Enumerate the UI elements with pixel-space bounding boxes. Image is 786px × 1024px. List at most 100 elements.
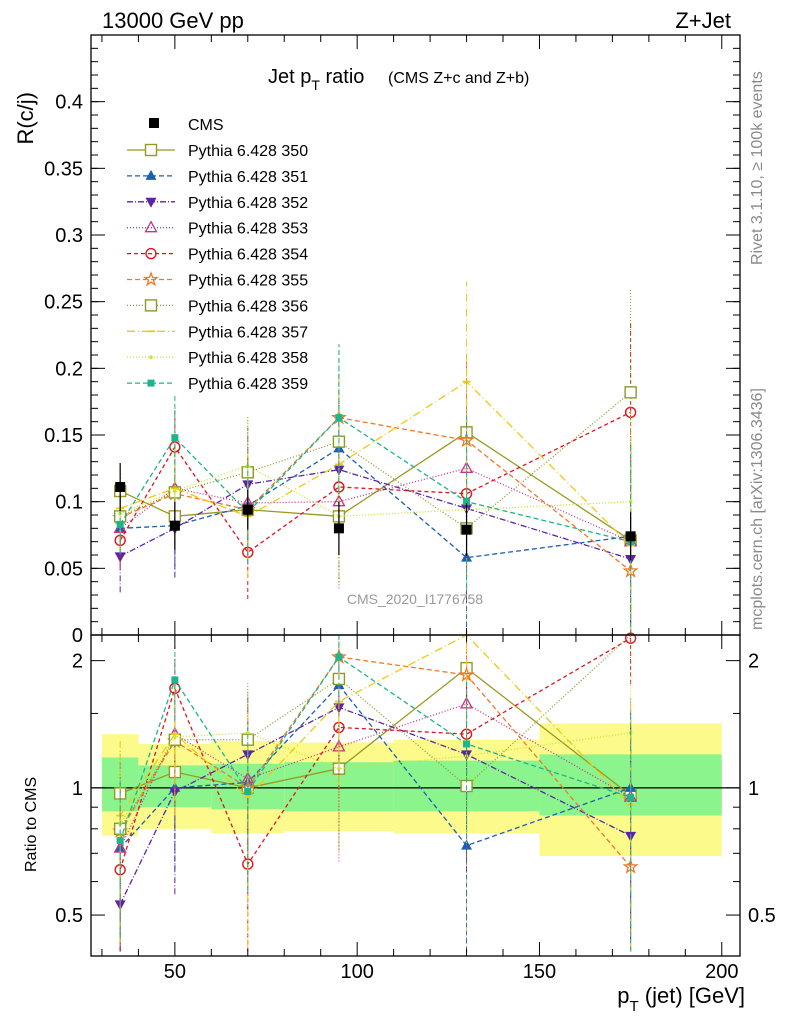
- ratio-line: [119, 634, 632, 830]
- ratio-line: [119, 656, 632, 868]
- legend-label: Pythia 6.428 357: [188, 324, 308, 341]
- legend-item-358: Pythia 6.428 358: [127, 350, 308, 367]
- legend-label: Pythia 6.428 356: [188, 298, 308, 315]
- ratio-series-layer: [112, 632, 639, 952]
- legend-item-cms: CMS: [149, 117, 224, 134]
- ratio-line: [119, 667, 632, 796]
- data-point: [463, 498, 471, 506]
- legend-marker: [145, 169, 157, 180]
- series-350: [113, 352, 637, 631]
- series-line: [119, 469, 631, 560]
- legend-item-355: Pythia 6.428 355: [127, 271, 308, 290]
- ratio-point: [171, 676, 179, 684]
- legend-marker: [144, 220, 158, 233]
- ratio-point: [116, 837, 124, 845]
- ratio-line: [119, 703, 631, 849]
- ratio-axes: 0.5 0.5 1 1 2 2 50 100 150 200: [55, 635, 776, 983]
- legend-item-351: Pythia 6.428 351: [127, 169, 308, 186]
- legend-label: Pythia 6.428 351: [188, 169, 308, 186]
- ratio-y-tick-label: 0.5: [55, 905, 83, 927]
- y-tick-label: 0.3: [55, 225, 83, 247]
- chart-title: Jet pT ratio: [268, 66, 364, 93]
- y-tick-label: 0.25: [44, 292, 83, 314]
- data-point: [242, 504, 253, 515]
- ratio-series-359: [116, 635, 635, 952]
- legend-label: CMS: [188, 117, 224, 134]
- legend: CMS Pythia 6.428 350 Pythia 6.428 351 Pythi…: [127, 117, 308, 393]
- side-label-bottom: mcplots.cern.ch [arXiv:1306.3436]: [749, 388, 766, 630]
- ratio-point: [335, 653, 343, 661]
- ratio-frame: [90, 634, 741, 957]
- series-line: [119, 431, 631, 541]
- ratio-line: [119, 684, 631, 849]
- legend-item-357: Pythia 6.428 357: [127, 324, 308, 341]
- legend-label: Pythia 6.428 354: [188, 247, 308, 264]
- legend-item-352: Pythia 6.428 352: [127, 195, 308, 212]
- ratio-ylabel: Ratio to CMS: [23, 777, 40, 872]
- x-tick-label: 200: [705, 961, 738, 983]
- legend-item-353: Pythia 6.428 353: [127, 220, 308, 238]
- ratio-line: [119, 637, 631, 870]
- data-point: [171, 434, 179, 442]
- ratio-panel: 0.5 0.5 1 1 2 2 50 100 150 200 Ratio to CMS pT (j…: [23, 632, 776, 1015]
- main-panel: 0 0.05 0.1 0.15 0.2 0.25 0.3 0.35 0.4 R(c/j) Jet…: [13, 34, 741, 647]
- main-ylabel: R(c/j): [13, 92, 38, 145]
- series-358: [118, 411, 633, 593]
- legend-item-356: Pythia 6.428 356: [127, 298, 308, 315]
- chart-title-rest: ratio: [320, 66, 364, 88]
- y-tick-label: 0.1: [55, 492, 83, 514]
- legend-marker: [145, 197, 157, 208]
- legend-label: Pythia 6.428 359: [188, 376, 308, 393]
- ratio-point: [245, 730, 250, 735]
- side-label-top: Rivet 3.1.10, ≥ 100k events: [749, 71, 766, 265]
- series-cms: [115, 463, 636, 561]
- ratio-line: [119, 634, 632, 816]
- legend-label: Pythia 6.428 352: [188, 195, 308, 212]
- data-point: [115, 482, 126, 492]
- ratio-line: [119, 706, 631, 905]
- ratio-line: [119, 656, 631, 841]
- series-line: [119, 464, 631, 517]
- data-point: [169, 520, 180, 531]
- ratio-point: [244, 788, 252, 796]
- x-tick-label: 150: [523, 961, 556, 983]
- legend-marker: [144, 143, 158, 157]
- data-point: [461, 524, 472, 535]
- ratio-point: [463, 740, 471, 748]
- data-point: [335, 414, 343, 422]
- y-tick-label: 0.35: [44, 158, 83, 180]
- main-series-layer: [112, 281, 639, 635]
- legend-label: Pythia 6.428 353: [188, 221, 308, 238]
- legend-marker: [144, 299, 158, 312]
- data-point: [333, 523, 344, 534]
- ratio-line: [119, 732, 631, 825]
- legend-label: Pythia 6.428 358: [188, 350, 308, 367]
- data-point: [116, 520, 124, 528]
- y-tick-label: 0.2: [55, 358, 83, 380]
- series-line: [119, 380, 632, 547]
- legend-item-359: Pythia 6.428 359: [127, 376, 308, 393]
- y-tick-label: 0: [72, 625, 83, 647]
- main-axes: 0 0.05 0.1 0.15 0.2 0.25 0.3 0.35 0.4: [44, 34, 740, 647]
- data-point: [173, 489, 177, 493]
- x-axis-label-rest: (jet) [GeV]: [639, 983, 745, 1008]
- series-line: [119, 411, 631, 554]
- y-tick-label: 0.05: [44, 558, 83, 580]
- legend-marker: [145, 247, 157, 260]
- series-line: [119, 416, 631, 543]
- x-axis-label-sub: T: [629, 998, 638, 1015]
- chart-title-main: Jet p: [268, 66, 311, 88]
- ratio-point: [624, 632, 637, 644]
- ratio-y-tick-label-right: 0.5: [748, 905, 776, 927]
- ratio-y-tick-label-right: 1: [748, 778, 759, 800]
- series-line: [119, 416, 632, 572]
- header-left: 13000 GeV pp: [102, 8, 244, 33]
- series-line: [120, 447, 631, 559]
- y-tick-label: 0.15: [44, 425, 83, 447]
- legend-item-354: Pythia 6.428 354: [127, 247, 308, 264]
- ratio-y-tick-label: 2: [72, 651, 83, 673]
- ratio-y-tick-label: 1: [72, 778, 83, 800]
- data-point: [624, 386, 637, 399]
- watermark: CMS_2020_I1776758: [347, 591, 483, 607]
